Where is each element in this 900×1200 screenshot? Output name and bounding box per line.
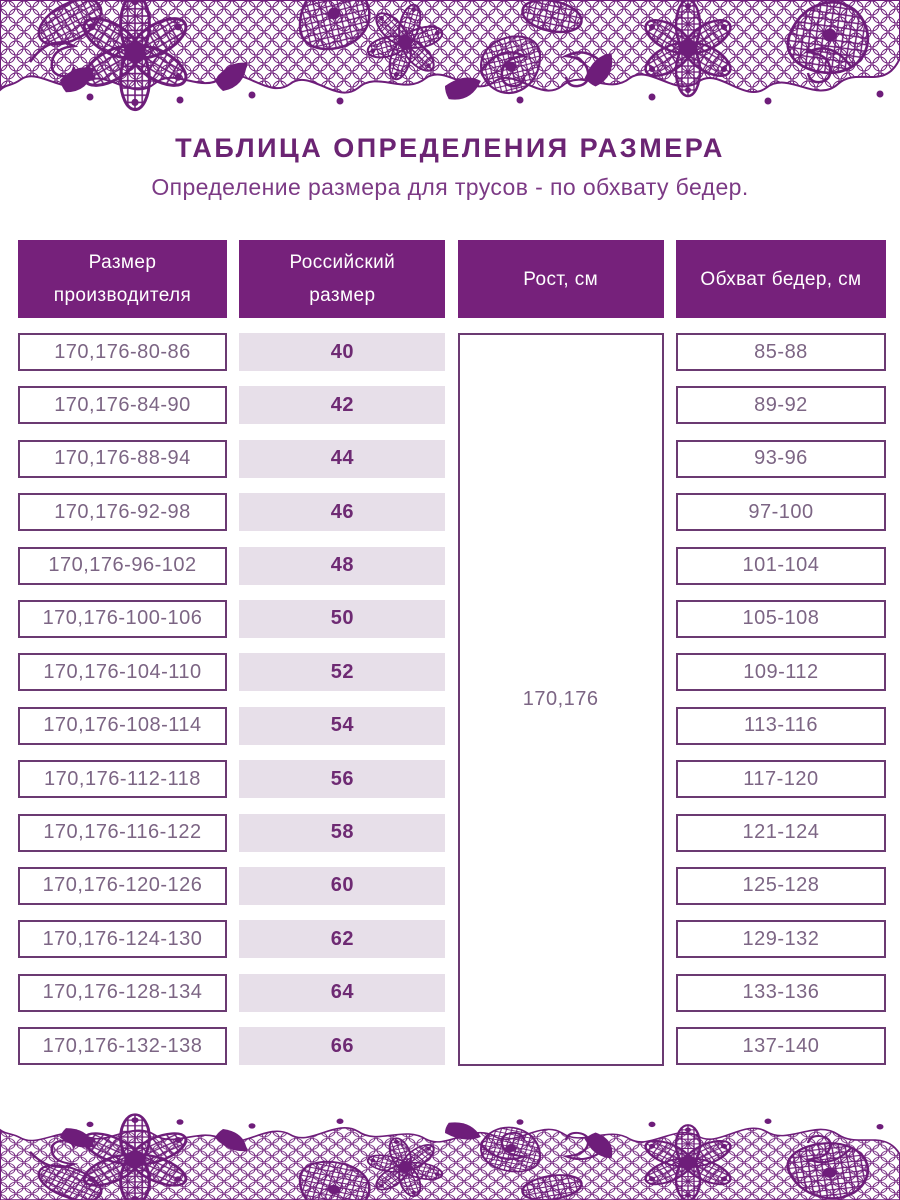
hip-girth-cell: 101-104 xyxy=(675,546,886,585)
manufacturer-size-cell: 170,176-116-122 xyxy=(18,813,227,852)
column-manufacturer-size: Размер производителя 170,176-80-86 170,17… xyxy=(18,240,227,1066)
hip-girth-cell: 89-92 xyxy=(675,386,886,425)
russian-size-cell: 56 xyxy=(239,760,446,799)
header-height: Рост, см xyxy=(457,240,664,318)
manufacturer-size-cell: 170,176-100-106 xyxy=(18,599,227,638)
hip-girth-cell: 109-112 xyxy=(675,653,886,692)
column-height: Рост, см 170,176 xyxy=(457,240,664,1066)
height-value-cell: 170,176 xyxy=(457,333,664,1066)
manufacturer-size-cell: 170,176-92-98 xyxy=(18,493,227,532)
russian-size-cells: 40 42 44 46 48 50 52 54 56 58 60 62 64 66 xyxy=(239,333,446,1066)
page-title: ТАБЛИЦА ОПРЕДЕЛЕНИЯ РАЗМЕРА xyxy=(175,133,725,163)
russian-size-cell: 46 xyxy=(239,493,446,532)
manufacturer-size-cell: 170,176-128-134 xyxy=(18,973,227,1012)
column-hip-girth: Обхват бедер, см 85-88 89-92 93-96 97-100 10… xyxy=(675,240,886,1066)
manufacturer-size-cell: 170,176-108-114 xyxy=(18,706,227,745)
hip-girth-cell: 97-100 xyxy=(675,493,886,532)
russian-size-cell: 40 xyxy=(239,333,446,371)
hip-girth-cell: 137-140 xyxy=(675,1027,886,1066)
hip-girth-cell: 129-132 xyxy=(675,920,886,959)
manufacturer-size-cell: 170,176-84-90 xyxy=(18,386,227,425)
hip-girth-cell: 121-124 xyxy=(675,813,886,852)
header-manufacturer-size: Размер производителя xyxy=(18,240,227,318)
russian-size-cell: 64 xyxy=(239,973,446,1012)
russian-size-cell: 42 xyxy=(239,386,446,425)
header-hip-girth: Обхват бедер, см xyxy=(675,240,886,318)
russian-size-cell: 66 xyxy=(239,1027,446,1066)
lace-border-top-image xyxy=(0,0,900,118)
russian-size-cell: 60 xyxy=(239,866,446,905)
hip-girth-cell: 85-88 xyxy=(675,333,886,371)
russian-size-cell: 48 xyxy=(239,546,446,585)
header-russian-size: Российский размер xyxy=(239,240,446,318)
russian-size-cell: 58 xyxy=(239,813,446,852)
lace-border-bottom-image xyxy=(0,1108,900,1200)
manufacturer-size-cell: 170,176-124-130 xyxy=(18,920,227,959)
size-table: Размер производителя 170,176-80-86 170,17… xyxy=(18,240,886,1066)
manufacturer-size-cell: 170,176-96-102 xyxy=(18,546,227,585)
column-russian-size: Российский размер 40 42 44 46 48 50 52 54 56 58 60… xyxy=(239,240,446,1066)
hip-girth-cell: 133-136 xyxy=(675,973,886,1012)
manufacturer-size-cell: 170,176-104-110 xyxy=(18,653,227,692)
height-cells: 170,176 xyxy=(457,333,664,1066)
hip-girth-cell: 105-108 xyxy=(675,599,886,638)
russian-size-cell: 44 xyxy=(239,439,446,478)
hip-girth-cell: 125-128 xyxy=(675,866,886,905)
russian-size-cell: 50 xyxy=(239,599,446,638)
manufacturer-size-cell: 170,176-132-138 xyxy=(18,1027,227,1066)
manufacturer-size-cells: 170,176-80-86 170,176-84-90 170,176-88-94 1… xyxy=(18,333,227,1066)
manufacturer-size-cell: 170,176-88-94 xyxy=(18,439,227,478)
russian-size-cell: 54 xyxy=(239,706,446,745)
hip-girth-cell: 113-116 xyxy=(675,706,886,745)
page-subtitle: Определение размера для трусов - по обхв… xyxy=(151,174,749,200)
manufacturer-size-cell: 170,176-112-118 xyxy=(18,760,227,799)
hip-girth-cells: 85-88 89-92 93-96 97-100 101-104 105-108 109-1… xyxy=(675,333,886,1066)
manufacturer-size-cell: 170,176-80-86 xyxy=(18,333,227,371)
hip-girth-cell: 93-96 xyxy=(675,439,886,478)
russian-size-cell: 62 xyxy=(239,920,446,959)
manufacturer-size-cell: 170,176-120-126 xyxy=(18,866,227,905)
russian-size-cell: 52 xyxy=(239,653,446,692)
hip-girth-cell: 117-120 xyxy=(675,760,886,799)
